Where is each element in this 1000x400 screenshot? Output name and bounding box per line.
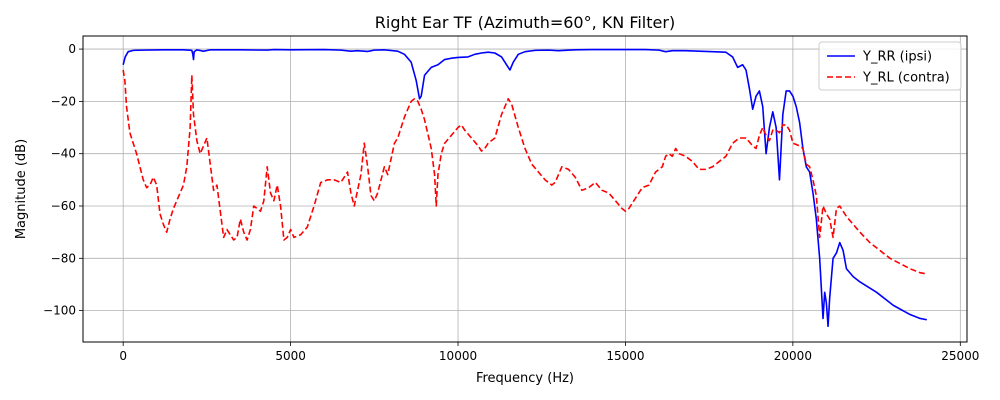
y-tick-label: −20: [51, 94, 76, 108]
x-tick-label: 5000: [275, 349, 306, 363]
y-tick-label: −100: [43, 304, 76, 318]
series-line-y-rl: [122, 69, 927, 275]
x-tick-label: 25000: [941, 349, 979, 363]
x-tick-label: 10000: [439, 349, 477, 363]
x-tick-label: 20000: [774, 349, 812, 363]
y-tick-label: −60: [51, 199, 76, 213]
y-tick-label: −40: [51, 147, 76, 161]
y-axis-label: Magnitude (dB): [14, 139, 29, 239]
series-line-y-rr: [122, 48, 927, 328]
legend: Y_RR (ipsi) Y_RL (contra): [818, 41, 962, 91]
x-axis-label: Frequency (Hz): [476, 371, 574, 386]
series-layer: [122, 48, 927, 328]
chart-title: Right Ear TF (Azimuth=60°, KN Filter): [375, 13, 675, 32]
plot-frame: [82, 35, 968, 343]
ticks: 0 5000 10000 15000 20000 25000 0 −20 −40 −60 −80 −1…: [43, 42, 979, 363]
y-tick-label: 0: [68, 42, 76, 56]
x-tick-label: 15000: [606, 349, 644, 363]
legend-label: Y_RL (contra): [862, 71, 950, 86]
x-tick-label: 0: [119, 349, 127, 363]
legend-label: Y_RR (ipsi): [862, 50, 932, 65]
legend-box: [818, 41, 962, 91]
y-tick-label: −80: [51, 251, 76, 265]
